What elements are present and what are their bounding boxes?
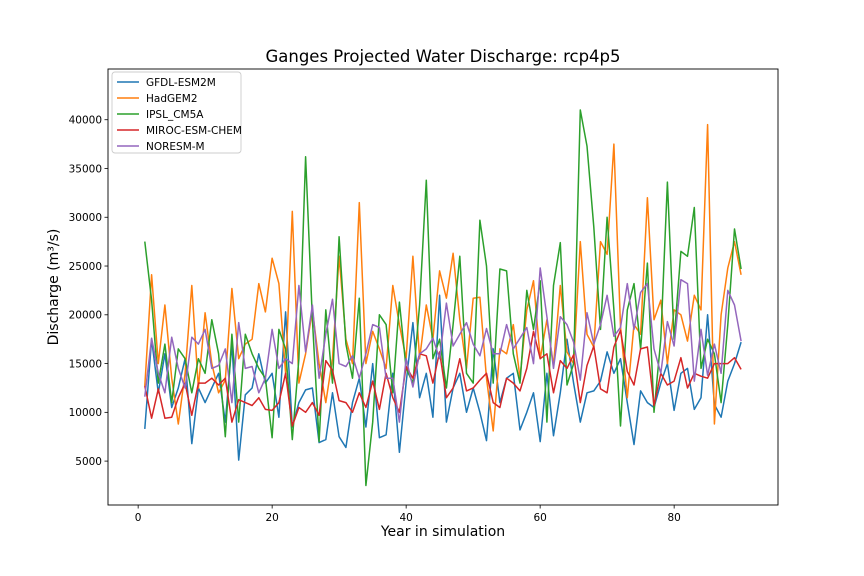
- y-axis-label: Discharge (m³/s): [46, 229, 62, 346]
- y-tick-label-4: 25000: [69, 261, 102, 273]
- legend-label-1: HadGEM2: [146, 93, 198, 105]
- legend-label-4: NORESM-M: [146, 141, 205, 153]
- x-axis-label: Year in simulation: [380, 524, 505, 540]
- series-layer: [144, 109, 742, 487]
- x-tick-label-2: 40: [399, 512, 412, 524]
- legend: GFDL-ESM2M HadGEM2 IPSL_CM5A MIROC-ESM-CHEM…: [111, 71, 242, 154]
- legend-label-2: IPSL_CM5A: [146, 109, 204, 121]
- y-tick-label-3: 20000: [69, 310, 102, 322]
- x-tick-label-1: 20: [265, 512, 278, 524]
- x-tick-label-4: 80: [667, 512, 680, 524]
- legend-label-3: MIROC-ESM-CHEM: [146, 125, 242, 137]
- y-tick-label-1: 10000: [69, 407, 102, 419]
- legend-label-0: GFDL-ESM2M: [146, 77, 216, 89]
- x-tick-label-3: 60: [533, 512, 546, 524]
- y-tick-label-5: 30000: [69, 212, 102, 224]
- y-tick-label-2: 15000: [69, 358, 102, 370]
- y-tick-label-0: 5000: [75, 456, 102, 468]
- x-tick-label-0: 0: [135, 512, 142, 524]
- y-axis-ticks: 5000 10000 15000 20000 25000 30000 35000 40000: [69, 115, 108, 468]
- legend-frame: [111, 71, 242, 154]
- series-line-2: [144, 109, 742, 487]
- y-tick-label-6: 35000: [69, 163, 102, 175]
- axes-layer: [107, 68, 779, 506]
- x-axis-ticks: 0 20 40 60 80: [135, 505, 681, 524]
- series-line-4: [144, 267, 742, 423]
- plot-frame: [107, 68, 779, 506]
- y-tick-label-7: 40000: [69, 115, 102, 127]
- series-line-3: [144, 329, 742, 427]
- chart-title: Ganges Projected Water Discharge: rcp4p5: [265, 47, 620, 66]
